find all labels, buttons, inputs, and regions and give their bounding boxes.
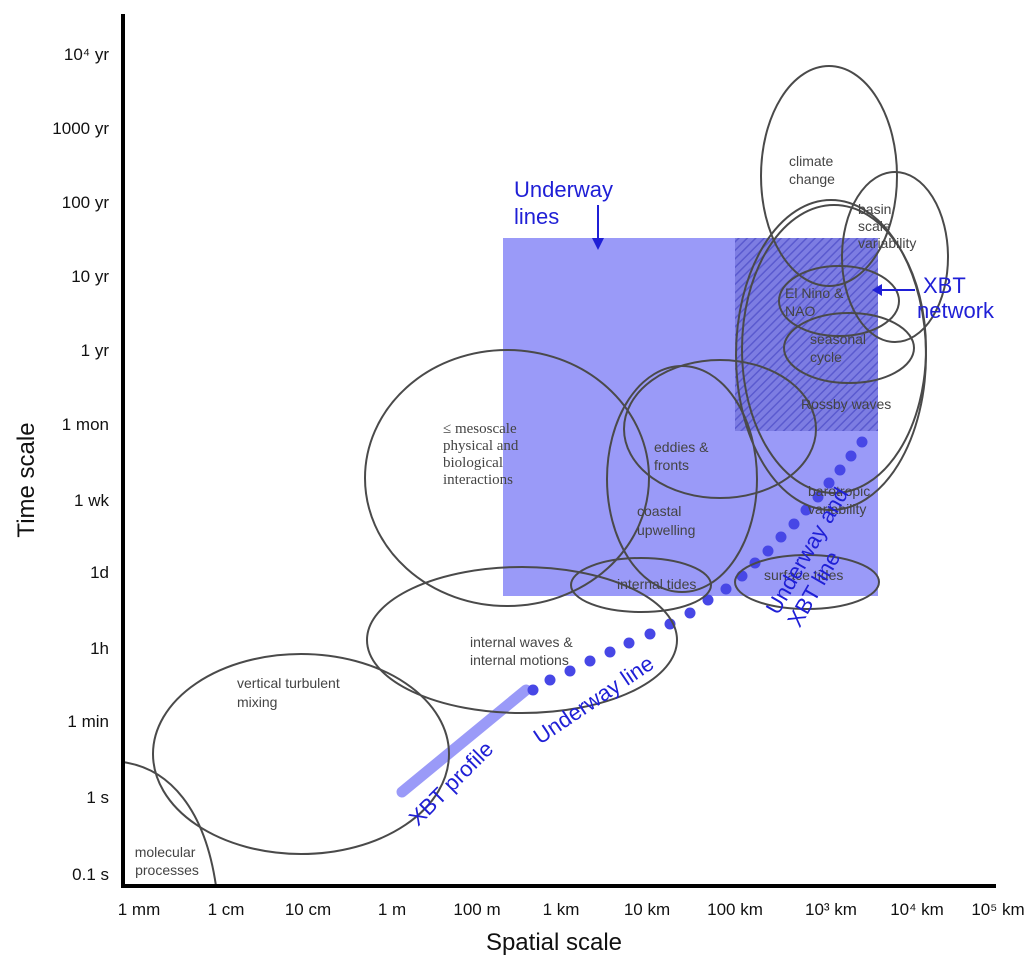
coastal-upwelling-label: coastal upwelling [637, 503, 695, 538]
eddies-fronts-label: eddies & fronts [654, 439, 712, 473]
internal-tides-ellipse [570, 557, 712, 613]
el-nino-nao-ellipse [778, 265, 900, 337]
sampling-dot [812, 491, 824, 503]
sampling-dot [775, 531, 787, 543]
sampling-dot [720, 583, 732, 595]
process-labels: molecular processes vertical turbulent m… [135, 153, 917, 878]
x-tick-label: 10⁵ km [971, 900, 1024, 919]
sampling-dot [762, 545, 774, 557]
y-tick-label: 1 min [67, 712, 109, 731]
xbt-network-label: XBT network [917, 273, 995, 323]
sampling-dot [856, 436, 868, 448]
sampling-dot [684, 607, 696, 619]
x-tick-label: 10 km [624, 900, 670, 919]
surface-tides-ellipse [734, 554, 880, 610]
underway-xbt-sampling-dots [527, 436, 868, 696]
x-tick-labels: 1 mm 1 cm 10 cm 1 m 100 m 1 km 10 km 100… [118, 900, 1025, 919]
x-tick-label: 10⁴ km [890, 900, 944, 919]
sampling-dot [845, 450, 857, 462]
internal-waves-label: internal waves & internal motions [470, 634, 577, 668]
y-tick-label: 10 yr [71, 267, 109, 286]
x-tick-label: 10³ km [805, 900, 857, 919]
sampling-dot [702, 594, 714, 606]
sampling-dot [788, 518, 800, 530]
sampling-dot [800, 504, 812, 516]
barotropic-variability-label: barotropic variability [808, 483, 874, 517]
sampling-dot [823, 477, 835, 489]
rossby-waves-label: Rossby waves [801, 396, 891, 412]
y-tick-label: 1d [90, 563, 109, 582]
seasonal-cycle-ellipse [783, 312, 915, 384]
el-nino-nao-label: El Nino & NAO [785, 285, 847, 319]
sampling-dot [623, 637, 635, 649]
x-tick-label: 1 cm [208, 900, 245, 919]
x-tick-label: 1 mm [118, 900, 161, 919]
sampling-dot [604, 646, 616, 658]
y-tick-label: 1 wk [74, 491, 109, 510]
y-tick-label: 1 yr [81, 341, 110, 360]
vertical-turbulent-mixing-label: vertical turbulent mixing [237, 675, 344, 710]
x-tick-label: 10 cm [285, 900, 331, 919]
y-tick-label: 100 yr [62, 193, 110, 212]
sampling-dot [736, 570, 748, 582]
y-tick-label: 10⁴ yr [64, 45, 109, 64]
mesoscale-interactions-ellipse [364, 349, 650, 607]
y-tick-label: 1 mon [62, 415, 109, 434]
x-tick-label: 1 m [378, 900, 406, 919]
process-ellipses [121, 65, 949, 887]
sampling-dot [544, 674, 556, 686]
basin-scale-variability-label: basin scale variability [858, 201, 916, 251]
molecular-processes-label: molecular processes [135, 844, 200, 878]
x-tick-label: 100 m [453, 900, 500, 919]
eddies-fronts-ellipse [623, 359, 817, 499]
basin-scale-variability-ellipse [841, 171, 949, 343]
x-tick-label: 100 km [707, 900, 763, 919]
molecular-processes-ellipse [121, 761, 217, 887]
sampling-dot [527, 684, 539, 696]
surface-tides-label: surface tides [764, 567, 843, 583]
underway-lines-label: Underway lines [514, 177, 619, 229]
internal-tides-label: internal tides [617, 576, 696, 592]
internal-waves-ellipse [366, 566, 678, 714]
y-tick-label: 1h [90, 639, 109, 658]
sampling-dot [564, 665, 576, 677]
mesoscale-interactions-label: ≤ mesoscale physical and biological inte… [443, 421, 522, 488]
y-tick-label: 0.1 s [72, 865, 109, 884]
seasonal-cycle-label: seasonal cycle [810, 331, 870, 365]
vertical-turbulent-mixing-ellipse [152, 653, 450, 855]
xbt-network-arrow-icon [872, 284, 915, 296]
x-tick-label: 1 km [543, 900, 580, 919]
x-axis-title: Spatial scale [486, 929, 622, 956]
y-tick-label: 1 s [86, 788, 109, 807]
y-tick-labels: 0.1 s 1 s 1 min 1h 1d 1 wk 1 mon 1 yr 10… [52, 45, 109, 884]
underway-lines-arrow-icon [592, 205, 604, 250]
climate-change-ellipse [760, 65, 898, 287]
climate-change-label: climate change [789, 153, 837, 187]
xbt-profile-bar [396, 684, 532, 798]
y-tick-label: 1000 yr [52, 119, 109, 138]
y-axis-title: Time scale [13, 422, 40, 537]
sampling-dot [584, 655, 596, 667]
barotropic-variability-ellipse [741, 204, 927, 494]
sampling-dot [644, 628, 656, 640]
sampling-dot [834, 464, 846, 476]
